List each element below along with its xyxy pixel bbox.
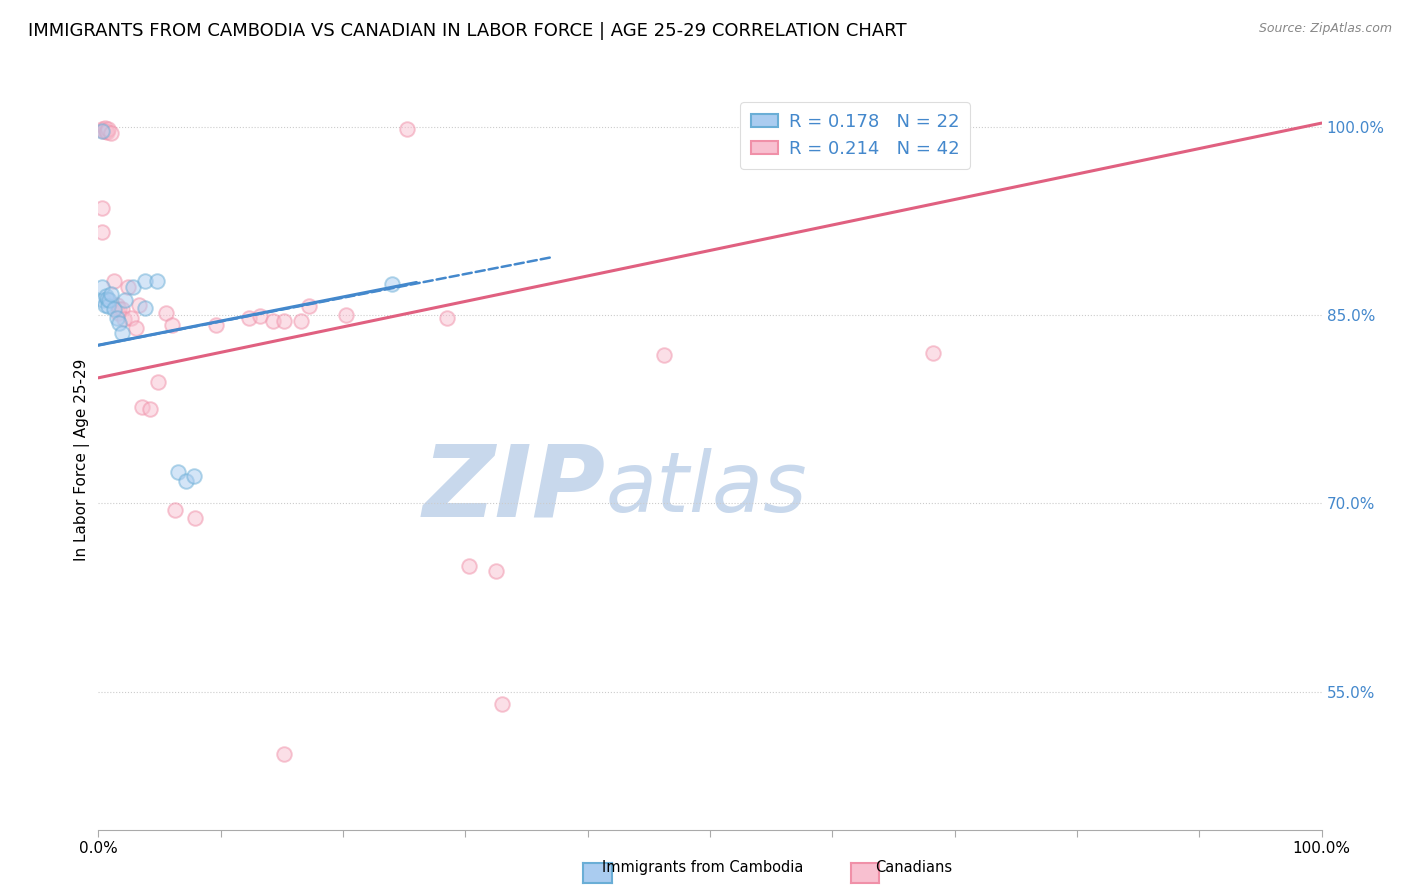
Text: ZIP: ZIP	[423, 441, 606, 538]
Point	[91, 122, 114, 136]
Point	[335, 308, 357, 322]
Point	[134, 301, 156, 315]
Point	[96, 292, 118, 306]
Point	[485, 564, 508, 578]
Point	[273, 747, 295, 762]
Point	[107, 305, 129, 319]
Point	[111, 326, 134, 340]
Point	[458, 559, 481, 574]
Point	[91, 123, 114, 137]
Point	[117, 280, 139, 294]
Point	[103, 301, 125, 316]
Point	[103, 274, 125, 288]
Point	[176, 474, 198, 488]
Point	[100, 126, 122, 140]
Point	[96, 125, 118, 139]
Text: atlas: atlas	[606, 449, 807, 530]
Point	[120, 310, 142, 325]
Point	[93, 121, 115, 136]
Point	[100, 286, 122, 301]
Point	[262, 314, 284, 328]
Point	[273, 314, 295, 328]
Point	[395, 122, 418, 136]
Point	[160, 318, 183, 332]
Point	[139, 402, 162, 417]
Point	[184, 511, 207, 525]
Point	[290, 314, 312, 328]
Point	[93, 298, 115, 312]
Point	[91, 123, 114, 137]
Point	[652, 348, 675, 362]
Point	[105, 298, 128, 312]
Point	[91, 202, 114, 216]
Point	[146, 274, 169, 288]
Point	[134, 274, 156, 288]
Point	[108, 316, 131, 330]
Point	[128, 298, 150, 312]
Text: Canadians: Canadians	[876, 861, 952, 875]
Point	[94, 123, 117, 137]
Point	[121, 280, 143, 294]
Point	[98, 293, 121, 307]
Point	[165, 502, 187, 516]
Point	[148, 375, 170, 389]
Point	[112, 311, 135, 326]
Point	[238, 310, 260, 325]
Point	[131, 400, 153, 414]
Point	[91, 293, 114, 307]
Point	[125, 320, 148, 334]
Point	[91, 225, 114, 239]
Point	[91, 280, 114, 294]
Y-axis label: In Labor Force | Age 25-29: In Labor Force | Age 25-29	[75, 359, 90, 560]
Point	[155, 305, 177, 319]
Text: Source: ZipAtlas.com: Source: ZipAtlas.com	[1258, 22, 1392, 36]
Point	[94, 289, 117, 303]
Point	[249, 310, 271, 324]
Text: Immigrants from Cambodia: Immigrants from Cambodia	[602, 861, 804, 875]
Point	[205, 318, 228, 332]
Point	[97, 299, 120, 313]
Point	[105, 310, 128, 325]
Point	[111, 301, 134, 316]
Point	[114, 293, 136, 307]
Point	[298, 299, 321, 313]
Point	[183, 468, 205, 483]
Point	[491, 697, 513, 711]
Point	[167, 465, 190, 479]
Point	[381, 277, 404, 291]
Text: IMMIGRANTS FROM CAMBODIA VS CANADIAN IN LABOR FORCE | AGE 25-29 CORRELATION CHAR: IMMIGRANTS FROM CAMBODIA VS CANADIAN IN …	[28, 22, 907, 40]
Point	[436, 310, 458, 325]
Point	[921, 345, 943, 359]
Legend: R = 0.178   N = 22, R = 0.214   N = 42: R = 0.178 N = 22, R = 0.214 N = 42	[740, 102, 970, 169]
Point	[97, 122, 120, 136]
Point	[108, 301, 131, 316]
